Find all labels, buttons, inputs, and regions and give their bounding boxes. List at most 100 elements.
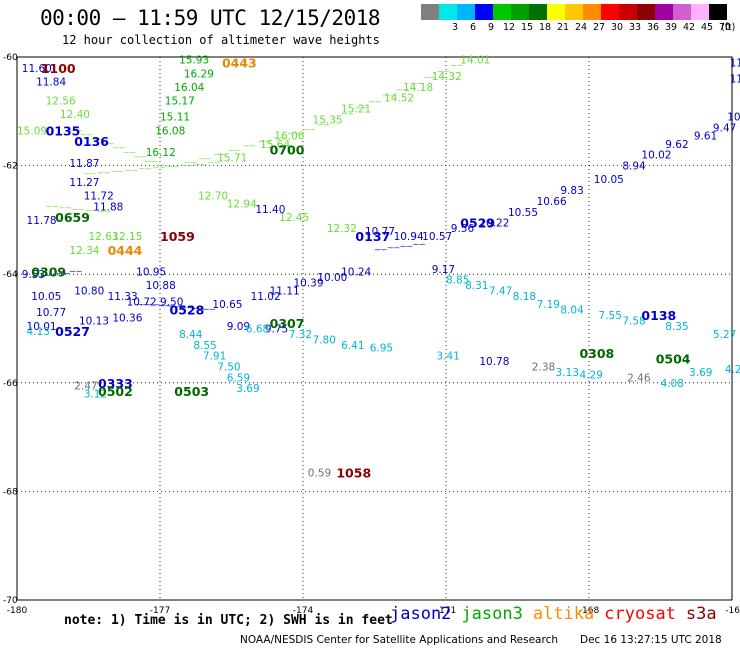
wave-height-value: 10.22 — [479, 218, 509, 230]
map-axis-ticks: -180 -177 -174 -171 -168 -16 -60 -62 -64 -66 -68 -7… — [3, 53, 740, 616]
legend-entry-cryosat: cryosat — [604, 604, 676, 624]
x-tick-label: -16 — [725, 606, 740, 616]
wave-height-value: 3.13 — [556, 367, 579, 379]
pass-time-label: 0700 — [270, 142, 305, 157]
cluster-mark: ‒‒ — [139, 164, 152, 175]
wave-height-value: 9.75 — [265, 324, 288, 336]
wave-height-value: 10.72 — [127, 296, 157, 308]
wave-height-value: 15.35 — [313, 114, 343, 126]
wave-height-value: 16.29 — [184, 68, 214, 80]
wave-height-value: 9.47 — [713, 123, 736, 135]
page-title: 00:00 – 11:59 UTC 12/15/2018 — [40, 6, 381, 30]
wave-height-value: 4.2 — [725, 364, 740, 376]
pass-time-label: 0308 — [579, 346, 614, 361]
color-swatch — [511, 4, 529, 20]
cluster-mark: ‒‒ — [44, 270, 57, 281]
cluster-mark: ‒‒ — [243, 141, 256, 152]
wave-height-value: 10.01 — [27, 321, 57, 333]
color-swatch — [547, 4, 565, 20]
wave-height-value: 10.80 — [74, 285, 104, 297]
x-tick-label: -180 — [7, 606, 28, 616]
cluster-mark: ‒‒ — [170, 301, 183, 312]
wave-height-value: 4.13 — [27, 326, 50, 338]
wave-height-value: 7.32 — [289, 329, 312, 341]
color-scale-label: 12 — [502, 22, 516, 33]
cluster-mark: ‒‒ — [258, 136, 271, 147]
footer: NOAA/NESDIS Center for Satellite Applica… — [240, 634, 722, 646]
wave-height-value: 14.18 — [403, 82, 433, 94]
x-tick-label: -171 — [436, 606, 456, 616]
cluster-mark: ‒‒ — [396, 84, 409, 95]
wave-height-value: 3.41 — [436, 351, 459, 363]
color-swatch — [673, 4, 691, 20]
color-swatch — [709, 4, 727, 20]
cluster-mark: ‒‒ — [382, 90, 395, 101]
cluster-mark: ‒‒ — [91, 134, 104, 145]
cluster-mark: ‒‒ — [369, 97, 382, 108]
wave-height-value: 9.61 — [694, 131, 717, 143]
pass-time-label: 0307 — [270, 316, 305, 331]
wave-height-value: 8.85 — [446, 275, 469, 287]
wave-height-value: 11.87 — [69, 158, 99, 170]
cluster-mark: ‒‒ — [59, 202, 72, 213]
y-tick-label: -62 — [3, 162, 18, 172]
wave-height-value: 15.11 — [160, 112, 190, 124]
cluster-mark: ‒‒ — [136, 299, 149, 310]
color-swatch — [637, 4, 655, 20]
wave-height-value: 4.29 — [579, 370, 602, 382]
wave-height-value: 10.02 — [641, 150, 671, 162]
cluster-mark: ‒‒ — [57, 268, 70, 279]
pass-time-label: 0527 — [55, 324, 90, 339]
wave-height-value: 9.09 — [227, 321, 250, 333]
wave-height-value: 8.35 — [665, 321, 688, 333]
wave-height-value: 4.08 — [661, 378, 684, 390]
wave-height-value: 8.18 — [513, 291, 536, 303]
wave-height-value: 2.46 — [627, 372, 651, 384]
wave-height-value: 10.66 — [537, 196, 567, 208]
cluster-mark: ‒‒ — [410, 78, 423, 89]
cluster-mark: ‒‒ — [125, 165, 138, 176]
wave-height-value: 10.77 — [36, 307, 66, 319]
satellite-legend: jason2 jason3 altika cryosat s3a — [390, 604, 727, 624]
map-frame — [16, 56, 733, 601]
wave-height-value: 15.17 — [165, 95, 195, 107]
cluster-mark: ‒‒ — [213, 149, 226, 160]
y-tick-label: -68 — [3, 487, 18, 497]
wave-height-value: 10.78 — [479, 356, 509, 368]
cluster-mark: ‒‒ — [145, 156, 158, 167]
legend-entry-altika: altika — [532, 604, 595, 624]
wave-height-value: 11.72 — [84, 190, 114, 202]
cluster-mark: ‒‒ — [69, 266, 82, 277]
cluster-mark: ‒‒ — [153, 162, 166, 173]
color-scale-label: 27 — [592, 22, 606, 33]
cluster-mark: ‒‒ — [387, 243, 400, 254]
pass-time-label: 0135 — [46, 123, 81, 138]
wave-height-value: 12.32 — [327, 223, 357, 235]
color-scale-label: 15 — [520, 22, 534, 33]
pass-time-label: 1059 — [160, 229, 195, 244]
wave-height-value: 10.57 — [422, 231, 452, 243]
wave-height-value: 14.32 — [432, 71, 462, 83]
wave-height-value: 16.08 — [155, 125, 185, 137]
wave-height-value: 10.13 — [79, 315, 109, 327]
wave-height-value: 11.60 — [22, 63, 52, 75]
wave-height-value: 10.18 — [727, 112, 740, 124]
wave-height-value: 12.56 — [46, 95, 76, 107]
wave-height-value: 16.12 — [146, 147, 176, 159]
color-swatch — [493, 4, 511, 20]
wave-height-value: 9.17 — [432, 264, 455, 276]
wave-height-value: 7.47 — [489, 285, 512, 297]
wave-height-value: 3.69 — [689, 367, 712, 379]
wave-height-value: 14.01 — [460, 55, 490, 67]
wave-height-value: 9.56 — [451, 223, 475, 235]
cluster-mark: ‒‒ — [69, 125, 82, 136]
cluster-mark: ‒‒ — [155, 160, 168, 171]
cluster-mark: ‒‒ — [181, 302, 194, 313]
color-scale-label: 42 — [682, 22, 696, 33]
color-swatch — [601, 4, 619, 20]
wave-height-value: 10.65 — [212, 299, 242, 311]
cluster-mark: ‒‒ — [228, 145, 241, 156]
pass-time-label: 0333 — [98, 376, 133, 391]
wave-height-value: 6.95 — [370, 343, 393, 355]
